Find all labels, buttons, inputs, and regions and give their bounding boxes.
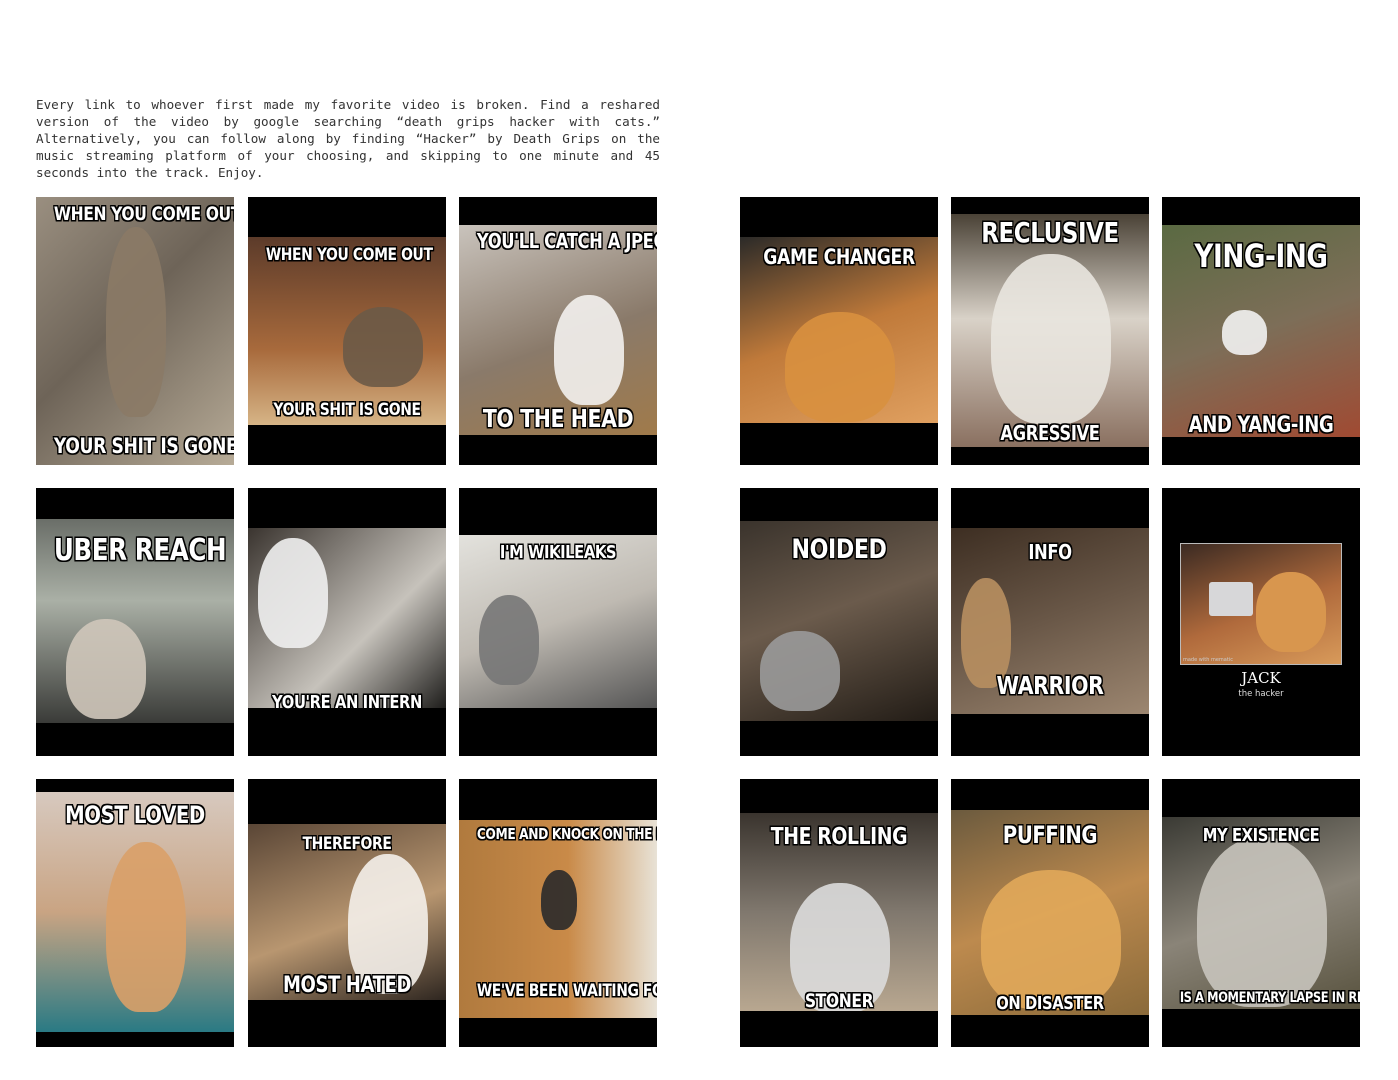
bottom-caption: WE'VE BEEN WAITING FOR YOU xyxy=(476,981,657,1001)
cat-figure xyxy=(981,870,1121,1010)
top-caption: I'M WIKILEAKS xyxy=(499,542,617,563)
cat-photo xyxy=(248,528,446,708)
top-caption: INFO xyxy=(1028,540,1072,564)
cat-figure xyxy=(554,295,624,405)
meme-card[interactable]: UBER REACH xyxy=(36,488,234,756)
cat-photo xyxy=(951,810,1149,1015)
cat-photo xyxy=(248,237,446,425)
cat-figure xyxy=(106,842,186,1012)
cat-photo xyxy=(951,528,1149,714)
top-caption: GAME CHANGER xyxy=(763,245,915,269)
cat-photo xyxy=(36,197,234,465)
top-caption: RECLUSIVE xyxy=(981,216,1119,249)
cat-figure xyxy=(1222,310,1267,355)
bottom-caption: YOU'RE AN INTERN xyxy=(272,692,422,713)
cat-figure xyxy=(343,307,423,387)
cat-photo xyxy=(248,824,446,1000)
meme-card[interactable]: MY EXISTENCE IS A MOMENTARY LAPSE IN REAS… xyxy=(1162,779,1360,1047)
bottom-caption: TO THE HEAD xyxy=(482,404,634,433)
meme-card[interactable]: RECLUSIVE AGRESSIVE xyxy=(951,197,1149,465)
cat-photo xyxy=(36,792,234,1032)
meme-frame: made with mematic xyxy=(1180,543,1342,665)
meme-card[interactable]: THE ROLLING STONER xyxy=(740,779,938,1047)
cat-figure xyxy=(785,312,895,422)
cat-figure xyxy=(760,631,840,711)
cat-figure xyxy=(961,578,1011,688)
meme-card[interactable]: COME AND KNOCK ON THE DOOR WE'VE BEEN WAI… xyxy=(459,779,657,1047)
cat-figure xyxy=(1197,837,1327,1007)
bottom-caption: IS A MOMENTARY LAPSE IN REASON xyxy=(1179,990,1360,1006)
meme-title: JACK xyxy=(1241,669,1281,687)
cat-figure xyxy=(106,227,166,417)
top-caption: MY EXISTENCE xyxy=(1202,825,1320,846)
meme-card[interactable]: I'M WIKILEAKS xyxy=(459,488,657,756)
top-caption: NOIDED xyxy=(791,534,887,565)
cat-photo xyxy=(459,225,657,435)
top-caption: WHEN YOU COME OUT xyxy=(265,245,433,265)
cat-photo xyxy=(36,519,234,723)
cat-photo xyxy=(1162,817,1360,1009)
top-caption: THEREFORE xyxy=(302,834,392,854)
meme-card[interactable]: YOU'RE AN INTERN xyxy=(248,488,446,756)
meme-card[interactable]: WHEN YOU COME OUT YOUR SHIT IS GONE xyxy=(248,197,446,465)
meme-card[interactable]: made with mematic JACK the hacker xyxy=(1162,488,1360,756)
cat-photo xyxy=(459,820,657,1018)
cat-photo xyxy=(459,535,657,708)
cat-photo xyxy=(1162,225,1360,437)
top-caption: WHEN YOU COME OUT xyxy=(53,203,234,225)
top-caption: YING-ING xyxy=(1194,237,1328,275)
meme-card[interactable]: NOIDED xyxy=(740,488,938,756)
bottom-caption: MOST HATED xyxy=(282,973,412,998)
meme-subtitle: the hacker xyxy=(1238,689,1284,699)
bottom-caption: ON DISASTER xyxy=(996,993,1104,1014)
cat-figure xyxy=(991,254,1111,424)
top-caption: PUFFING xyxy=(1002,821,1098,849)
bottom-caption: STONER xyxy=(804,990,874,1012)
cat-photo xyxy=(740,237,938,423)
meme-card[interactable]: WHEN YOU COME OUT YOUR SHIT IS GONE xyxy=(36,197,234,465)
bottom-caption: YOUR SHIT IS GONE xyxy=(273,400,421,420)
top-caption: COME AND KNOCK ON THE DOOR xyxy=(476,825,657,843)
cat-figure xyxy=(66,619,146,719)
watermark: made with mematic xyxy=(1183,657,1233,663)
cat-photo xyxy=(740,521,938,721)
meme-card[interactable]: GAME CHANGER xyxy=(740,197,938,465)
bottom-caption: AND YANG-ING xyxy=(1188,413,1334,438)
meme-card[interactable]: INFO WARRIOR xyxy=(951,488,1149,756)
meme-card[interactable]: MOST LOVED xyxy=(36,779,234,1047)
top-caption: MOST LOVED xyxy=(65,801,205,829)
meme-card[interactable]: YOU'LL CATCH A JPEG TO THE HEAD xyxy=(459,197,657,465)
top-caption: UBER REACH xyxy=(53,533,227,568)
intro-paragraph: Every link to whoever first made my favo… xyxy=(36,97,660,180)
cat-photo xyxy=(951,214,1149,447)
cat-figure xyxy=(1256,572,1326,652)
bottom-caption: WARRIOR xyxy=(996,671,1104,700)
cat-figure xyxy=(258,538,328,648)
cat-photo xyxy=(740,813,938,1011)
cat-figure xyxy=(541,870,577,930)
meme-card[interactable]: PUFFING ON DISASTER xyxy=(951,779,1149,1047)
cat-figure xyxy=(790,883,890,1011)
meme-card[interactable]: THEREFORE MOST HATED xyxy=(248,779,446,1047)
meme-card[interactable]: YING-ING AND YANG-ING xyxy=(1162,197,1360,465)
bottom-caption: YOUR SHIT IS GONE xyxy=(53,434,234,458)
top-caption: YOU'LL CATCH A JPEG xyxy=(476,229,657,253)
laptop-icon xyxy=(1209,582,1253,616)
bottom-caption: AGRESSIVE xyxy=(1000,421,1100,445)
cat-figure xyxy=(479,595,539,685)
top-caption: THE ROLLING xyxy=(770,824,908,850)
cat-figure xyxy=(348,854,428,994)
